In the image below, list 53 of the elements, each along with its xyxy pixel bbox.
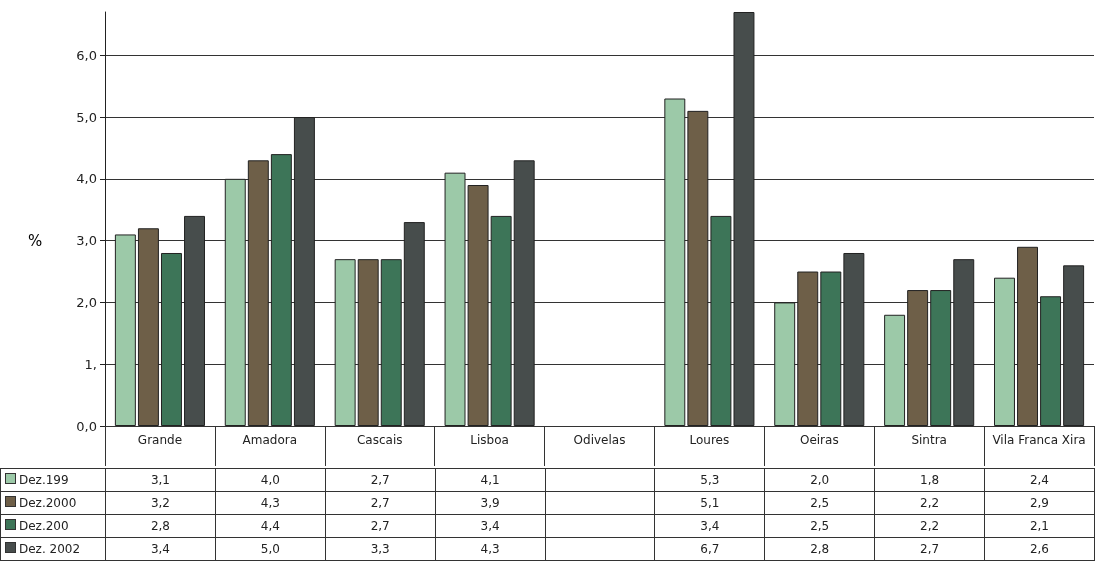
data-label: 3,3 (325, 537, 436, 561)
data-label: 5,0 (215, 537, 326, 561)
x-tick-label: Cascais (356, 433, 403, 447)
x-tick-label: Sintra (911, 433, 947, 447)
data-label: 2,1 (984, 514, 1095, 538)
y-tick-label: 2,0 (76, 294, 97, 310)
y-tick-label: 4,0 (76, 171, 97, 187)
data-label: 3,1 (105, 468, 216, 492)
data-label: 5,1 (654, 491, 765, 515)
x-tick-label: Loures (689, 433, 730, 447)
data-label: 4,3 (435, 537, 545, 561)
data-label: 4,1 (435, 468, 545, 492)
y-axis-title: % (28, 232, 43, 250)
x-tick-label: Amadora (242, 433, 298, 447)
x-tick-label: Lisboa (470, 433, 509, 447)
legend-label: Dez.199 (0, 468, 106, 492)
data-label: 3,2 (105, 491, 216, 515)
legend-label: Dez.2000 (0, 491, 106, 515)
data-label: 1,8 (874, 468, 985, 492)
data-label: 2,8 (105, 514, 216, 538)
x-tick-label: Grande (137, 433, 183, 447)
data-label: 2,2 (874, 491, 985, 515)
legend-label: Dez.200 (0, 514, 106, 538)
data-label: 2,5 (764, 514, 875, 538)
data-label: 5,3 (654, 468, 765, 492)
data-label: 3,4 (105, 537, 216, 561)
y-tick-label: 0,0 (76, 418, 97, 434)
x-tick-label: Odivelas (573, 433, 626, 447)
data-label: 2,7 (325, 468, 436, 492)
data-label: 3,4 (435, 514, 545, 538)
data-label: 2,8 (764, 537, 875, 561)
data-label: 2,7 (874, 537, 985, 561)
data-label: 6,7 (654, 537, 765, 561)
data-label: 4,0 (215, 468, 326, 492)
data-label: 2,0 (764, 468, 875, 492)
y-tick-label: 5,0 (76, 109, 97, 125)
data-label: 3,9 (435, 491, 545, 515)
data-label: 2,7 (325, 514, 436, 538)
data-label: 2,2 (874, 514, 985, 538)
y-tick-label: 6,0 (76, 47, 97, 63)
data-label: 4,3 (215, 491, 326, 515)
x-tick-label: Vila Franca Xira (992, 433, 1086, 447)
data-label: 2,4 (984, 468, 1095, 492)
y-tick-label: 1, (84, 356, 97, 372)
legend-label: Dez. 2002 (0, 537, 106, 561)
data-label: 2,9 (984, 491, 1095, 515)
y-tick-label: 3,0 (76, 233, 97, 249)
data-label: 2,7 (325, 491, 436, 515)
data-label: 2,6 (984, 537, 1095, 561)
data-label: 4,4 (215, 514, 326, 538)
x-tick-label: Oeiras (799, 433, 839, 447)
data-label: 2,5 (764, 491, 875, 515)
data-label: 3,4 (654, 514, 765, 538)
